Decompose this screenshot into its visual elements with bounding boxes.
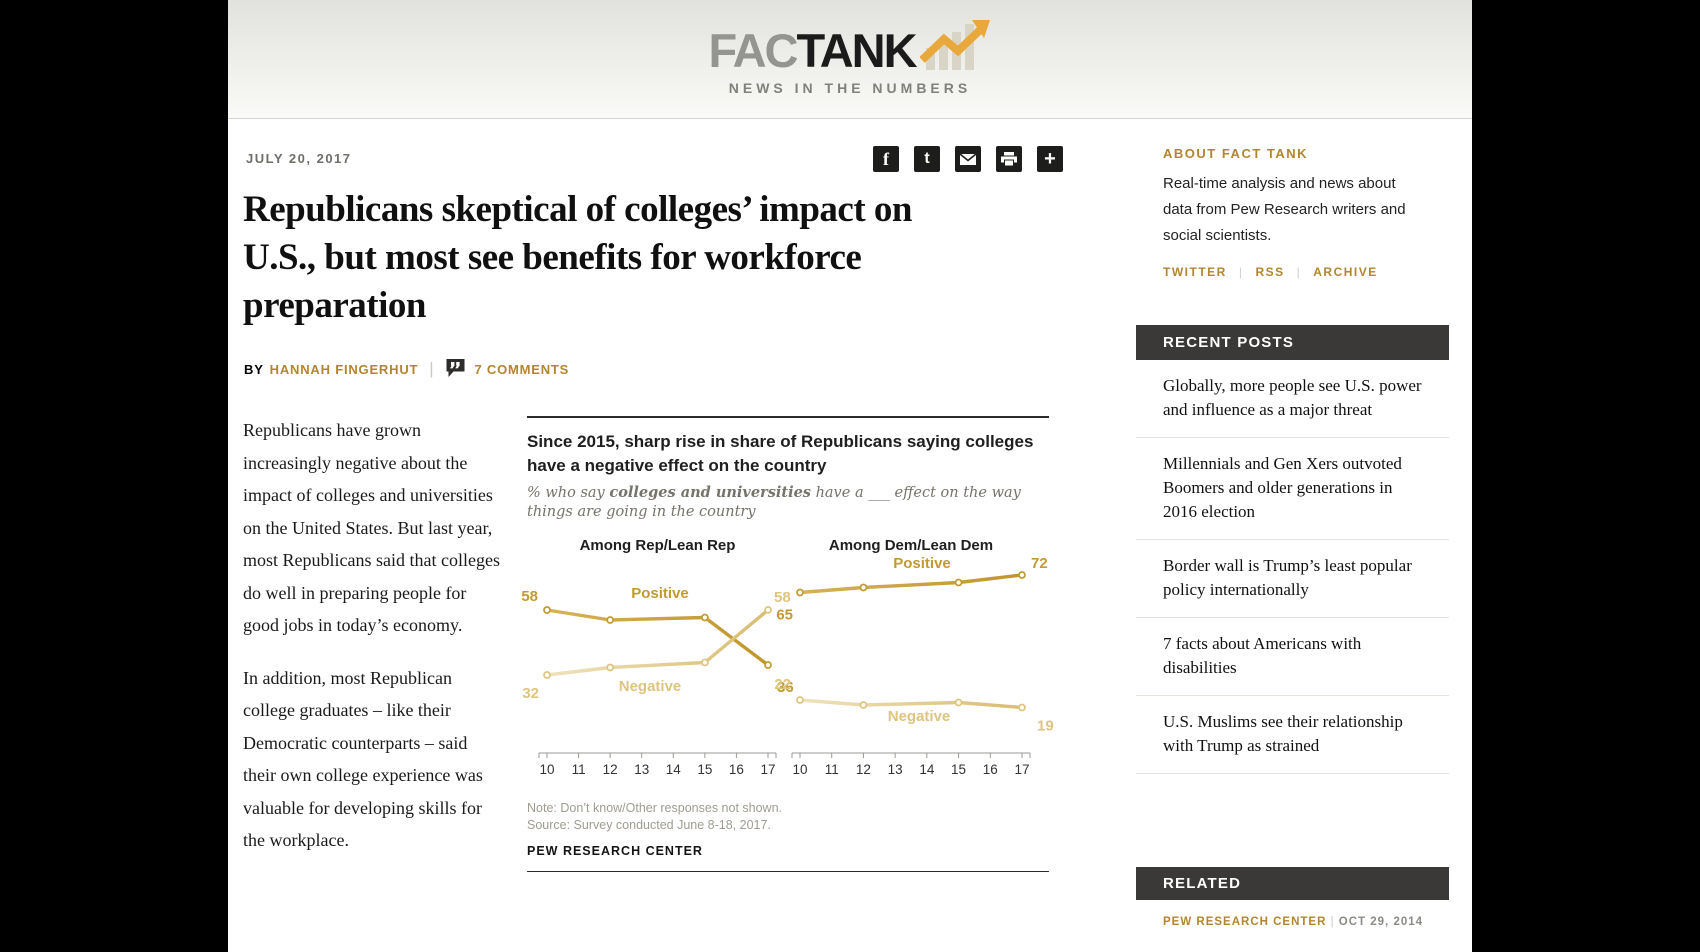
svg-text:15: 15 xyxy=(951,762,966,777)
svg-text:Positive: Positive xyxy=(893,555,951,572)
about-heading: ABOUT FACT TANK xyxy=(1163,146,1309,161)
recent-post-link[interactable]: U.S. Muslims see their relationship with… xyxy=(1136,696,1449,774)
post-date: JULY 20, 2017 xyxy=(246,151,352,166)
meta-row: JULY 20, 2017 f t + xyxy=(243,146,1063,172)
recent-post-link[interactable]: 7 facts about Americans with disabilitie… xyxy=(1136,618,1449,696)
svg-text:Among Dem/Lean Dem: Among Dem/Lean Dem xyxy=(829,537,993,554)
recent-post-link[interactable]: Millennials and Gen Xers outvoted Boomer… xyxy=(1136,438,1449,540)
svg-text:14: 14 xyxy=(666,762,682,777)
chart-title: Since 2015, sharp rise in share of Repub… xyxy=(527,432,1034,475)
svg-text:32: 32 xyxy=(522,685,539,702)
recent-post-link[interactable]: Globally, more people see U.S. power and… xyxy=(1136,360,1449,438)
related-date: OCT 29, 2014 xyxy=(1338,916,1424,928)
chart-credit: PEW RESEARCH CENTER xyxy=(527,844,703,858)
recent-post-link[interactable]: Border wall is Trump’s least popular pol… xyxy=(1136,540,1449,618)
site-tagline: NEWS IN THE NUMBERS xyxy=(728,80,972,96)
svg-text:16: 16 xyxy=(983,762,998,777)
svg-text:12: 12 xyxy=(856,762,871,777)
share-toolbar: f t + xyxy=(873,146,1063,172)
svg-text:Among Rep/Lean Rep: Among Rep/Lean Rep xyxy=(580,537,736,554)
related-source[interactable]: PEW RESEARCH CENTER xyxy=(1163,916,1327,928)
svg-text:12: 12 xyxy=(603,762,618,777)
related-item[interactable]: PEW RESEARCH CENTER | OCT 29, 2014 xyxy=(1163,916,1424,928)
author-link[interactable]: HANNAH FINGERHUT xyxy=(269,361,419,377)
svg-text:19: 19 xyxy=(1037,718,1054,735)
rss-link[interactable]: RSS xyxy=(1255,265,1285,279)
facebook-share-icon[interactable]: f xyxy=(873,146,899,172)
svg-text:10: 10 xyxy=(792,762,807,777)
byline: BY HANNAH FINGERHUT | 7 COMMENTS xyxy=(244,358,569,380)
page: FAC TANK NEWS IN THE NUMBERS JULY 20, 201… xyxy=(228,0,1472,952)
factank-logo[interactable]: FAC TANK xyxy=(708,18,991,74)
svg-text:16: 16 xyxy=(729,762,744,777)
site-header: FAC TANK NEWS IN THE NUMBERS xyxy=(228,0,1472,119)
article-body: Since 2015, sharp rise in share of Repub… xyxy=(243,400,1054,882)
svg-text:65: 65 xyxy=(776,607,793,624)
paragraph: Republicans have grown increasingly nega… xyxy=(243,420,500,635)
svg-text:17: 17 xyxy=(1014,762,1029,777)
logo-tank-text: TANK xyxy=(796,24,917,77)
archive-link[interactable]: ARCHIVE xyxy=(1313,265,1378,279)
comments-link[interactable]: 7 COMMENTS xyxy=(474,361,570,377)
svg-text:13: 13 xyxy=(888,762,903,777)
more-share-icon[interactable]: + xyxy=(1037,146,1063,172)
byline-separator: | xyxy=(429,359,435,378)
svg-text:13: 13 xyxy=(634,762,649,777)
logo-chart-arrow-icon xyxy=(918,18,992,74)
svg-text:10: 10 xyxy=(539,762,554,777)
svg-text:72: 72 xyxy=(1031,555,1048,572)
about-body: Real-time analysis and news about data f… xyxy=(1163,175,1406,244)
svg-text:15: 15 xyxy=(697,762,712,777)
svg-text:17: 17 xyxy=(760,762,775,777)
sidebar: ABOUT FACT TANK Real-time analysis and n… xyxy=(1136,0,1449,952)
about-fact-tank: ABOUT FACT TANK Real-time analysis and n… xyxy=(1163,146,1421,279)
svg-text:58: 58 xyxy=(521,588,538,605)
svg-text:22: 22 xyxy=(774,676,791,693)
svg-text:14: 14 xyxy=(919,762,935,777)
svg-text:Negative: Negative xyxy=(888,708,951,725)
paragraph: In addition, most Republican college gra… xyxy=(243,667,483,851)
about-links: TWITTER | RSS | ARCHIVE xyxy=(1163,265,1378,279)
chart-subtitle: % who say colleges and universities have… xyxy=(527,484,1021,520)
print-icon[interactable] xyxy=(996,146,1022,172)
recent-posts-heading: RECENT POSTS xyxy=(1136,325,1449,360)
byline-prefix: BY xyxy=(244,361,264,377)
svg-text:Positive: Positive xyxy=(631,585,689,602)
line-chart-plot: Among Rep/Lean Rep 10 11 12 13 14 15 16 17 Positi… xyxy=(521,537,1053,777)
svg-text:11: 11 xyxy=(572,762,586,777)
related-section: RELATED PEW RESEARCH CENTER | OCT 29, 20… xyxy=(1136,867,1449,931)
twitter-link[interactable]: TWITTER xyxy=(1163,265,1227,279)
svg-text:58: 58 xyxy=(774,589,791,606)
page-title: Republicans skeptical of colleges’ impac… xyxy=(243,189,913,326)
twitter-share-icon[interactable]: t xyxy=(914,146,940,172)
svg-text:Negative: Negative xyxy=(619,678,682,695)
chart: Since 2015, sharp rise in share of Repub… xyxy=(521,416,1054,872)
comments-icon[interactable] xyxy=(445,358,466,381)
email-share-icon[interactable] xyxy=(955,146,981,172)
svg-text:11: 11 xyxy=(825,762,839,777)
svg-text:36: 36 xyxy=(777,679,794,696)
logo-fact-text: FAC xyxy=(708,24,798,77)
related-heading: RELATED xyxy=(1136,867,1449,900)
recent-posts-list: Globally, more people see U.S. power and… xyxy=(1136,360,1449,774)
chart-note: Note: Don’t know/Other responses not sho… xyxy=(527,801,782,832)
